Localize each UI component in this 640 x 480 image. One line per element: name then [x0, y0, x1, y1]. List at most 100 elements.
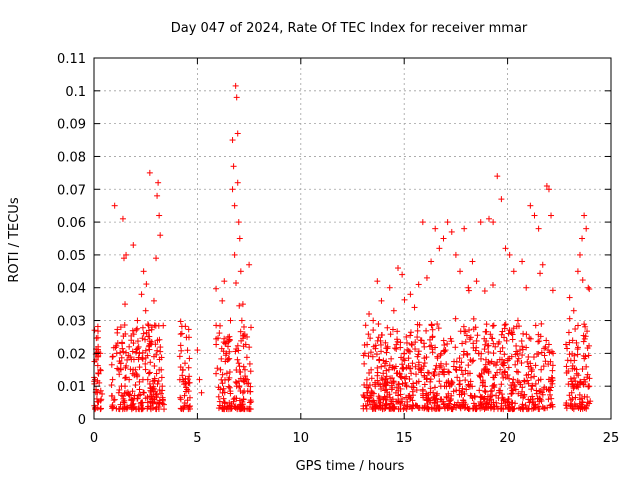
texture-point	[510, 376, 517, 383]
texture-point	[563, 341, 570, 348]
texture-point	[421, 360, 428, 367]
texture-point	[109, 353, 116, 360]
texture-point	[415, 348, 422, 355]
texture-point	[479, 394, 486, 401]
data-point	[535, 225, 542, 232]
texture-point	[139, 324, 146, 331]
texture-point	[420, 340, 427, 347]
texture-point	[466, 326, 473, 333]
texture-point	[546, 349, 553, 356]
texture-point	[186, 379, 193, 386]
texture-point	[432, 366, 439, 373]
texture-point	[382, 339, 389, 346]
texture-point	[584, 371, 591, 378]
data-point	[144, 376, 151, 383]
texture-point	[143, 281, 150, 288]
texture-point	[181, 392, 188, 399]
texture-point	[147, 359, 154, 366]
data-point	[537, 396, 544, 403]
texture-point	[524, 358, 531, 365]
texture-point	[186, 355, 193, 362]
texture-point	[226, 402, 233, 409]
texture-point	[467, 370, 474, 377]
texture-point	[120, 405, 127, 412]
data-point	[490, 219, 497, 226]
texture-point	[213, 322, 220, 329]
data-point	[236, 235, 243, 242]
data-point	[585, 383, 592, 390]
texture-point	[135, 343, 142, 350]
data-point	[134, 317, 141, 324]
texture-point	[446, 369, 453, 376]
texture-point	[147, 403, 154, 410]
texture-point	[437, 352, 444, 359]
texture-point	[462, 328, 469, 335]
texture-point	[219, 405, 226, 412]
texture-point	[367, 335, 374, 342]
texture-point	[510, 381, 517, 388]
texture-point	[579, 277, 586, 284]
texture-point	[514, 377, 521, 384]
data-point	[496, 389, 503, 396]
texture-point	[116, 386, 123, 393]
data-point	[238, 317, 245, 324]
texture-point	[507, 405, 514, 412]
chart-title: Day 047 of 2024, Rate Of TEC Index for r…	[171, 21, 528, 36]
data-point	[394, 265, 401, 272]
texture-point	[143, 329, 150, 336]
data-point	[232, 82, 239, 89]
texture-point	[139, 354, 146, 361]
data-point	[374, 278, 381, 285]
texture-point	[542, 343, 549, 350]
y-tick-label: 0.1	[65, 85, 86, 100]
data-point	[566, 294, 573, 301]
texture-point	[529, 398, 536, 405]
data-point	[92, 376, 99, 383]
texture-point	[450, 404, 457, 411]
texture-point	[441, 383, 448, 390]
texture-point	[498, 400, 505, 407]
texture-point	[545, 396, 552, 403]
texture-point	[240, 396, 247, 403]
texture-point	[427, 385, 434, 392]
texture-point	[429, 333, 436, 340]
texture-point	[489, 282, 496, 289]
texture-point	[121, 397, 128, 404]
texture-point	[535, 338, 542, 345]
texture-point	[463, 350, 470, 357]
data-point	[177, 396, 184, 403]
texture-point	[505, 330, 512, 337]
y-tick-label: 0.04	[57, 282, 86, 297]
data-point	[246, 261, 253, 268]
texture-point	[497, 366, 504, 373]
texture-point	[567, 357, 574, 364]
texture-point	[532, 404, 539, 411]
texture-point	[133, 326, 140, 333]
texture-point	[527, 360, 534, 367]
texture-point	[395, 380, 402, 387]
texture-point	[142, 360, 149, 367]
texture-point	[489, 335, 496, 342]
texture-point	[361, 360, 368, 367]
texture-point	[430, 371, 437, 378]
data-point	[181, 402, 188, 409]
texture-point	[415, 361, 422, 368]
data-point	[126, 343, 133, 350]
texture-point	[127, 366, 134, 373]
data-point	[463, 386, 470, 393]
texture-point	[437, 360, 444, 367]
texture-point	[133, 349, 140, 356]
data-point	[117, 360, 124, 367]
texture-point	[510, 325, 517, 332]
texture-point	[465, 287, 472, 294]
texture-point	[380, 370, 387, 377]
texture-point	[227, 390, 234, 397]
texture-point	[154, 380, 161, 387]
data-point	[502, 245, 509, 252]
texture-point	[223, 370, 230, 377]
texture-point	[125, 390, 132, 397]
texture-point	[231, 395, 238, 402]
texture-point	[232, 403, 239, 410]
texture-point	[470, 405, 477, 412]
data-point	[390, 307, 397, 314]
